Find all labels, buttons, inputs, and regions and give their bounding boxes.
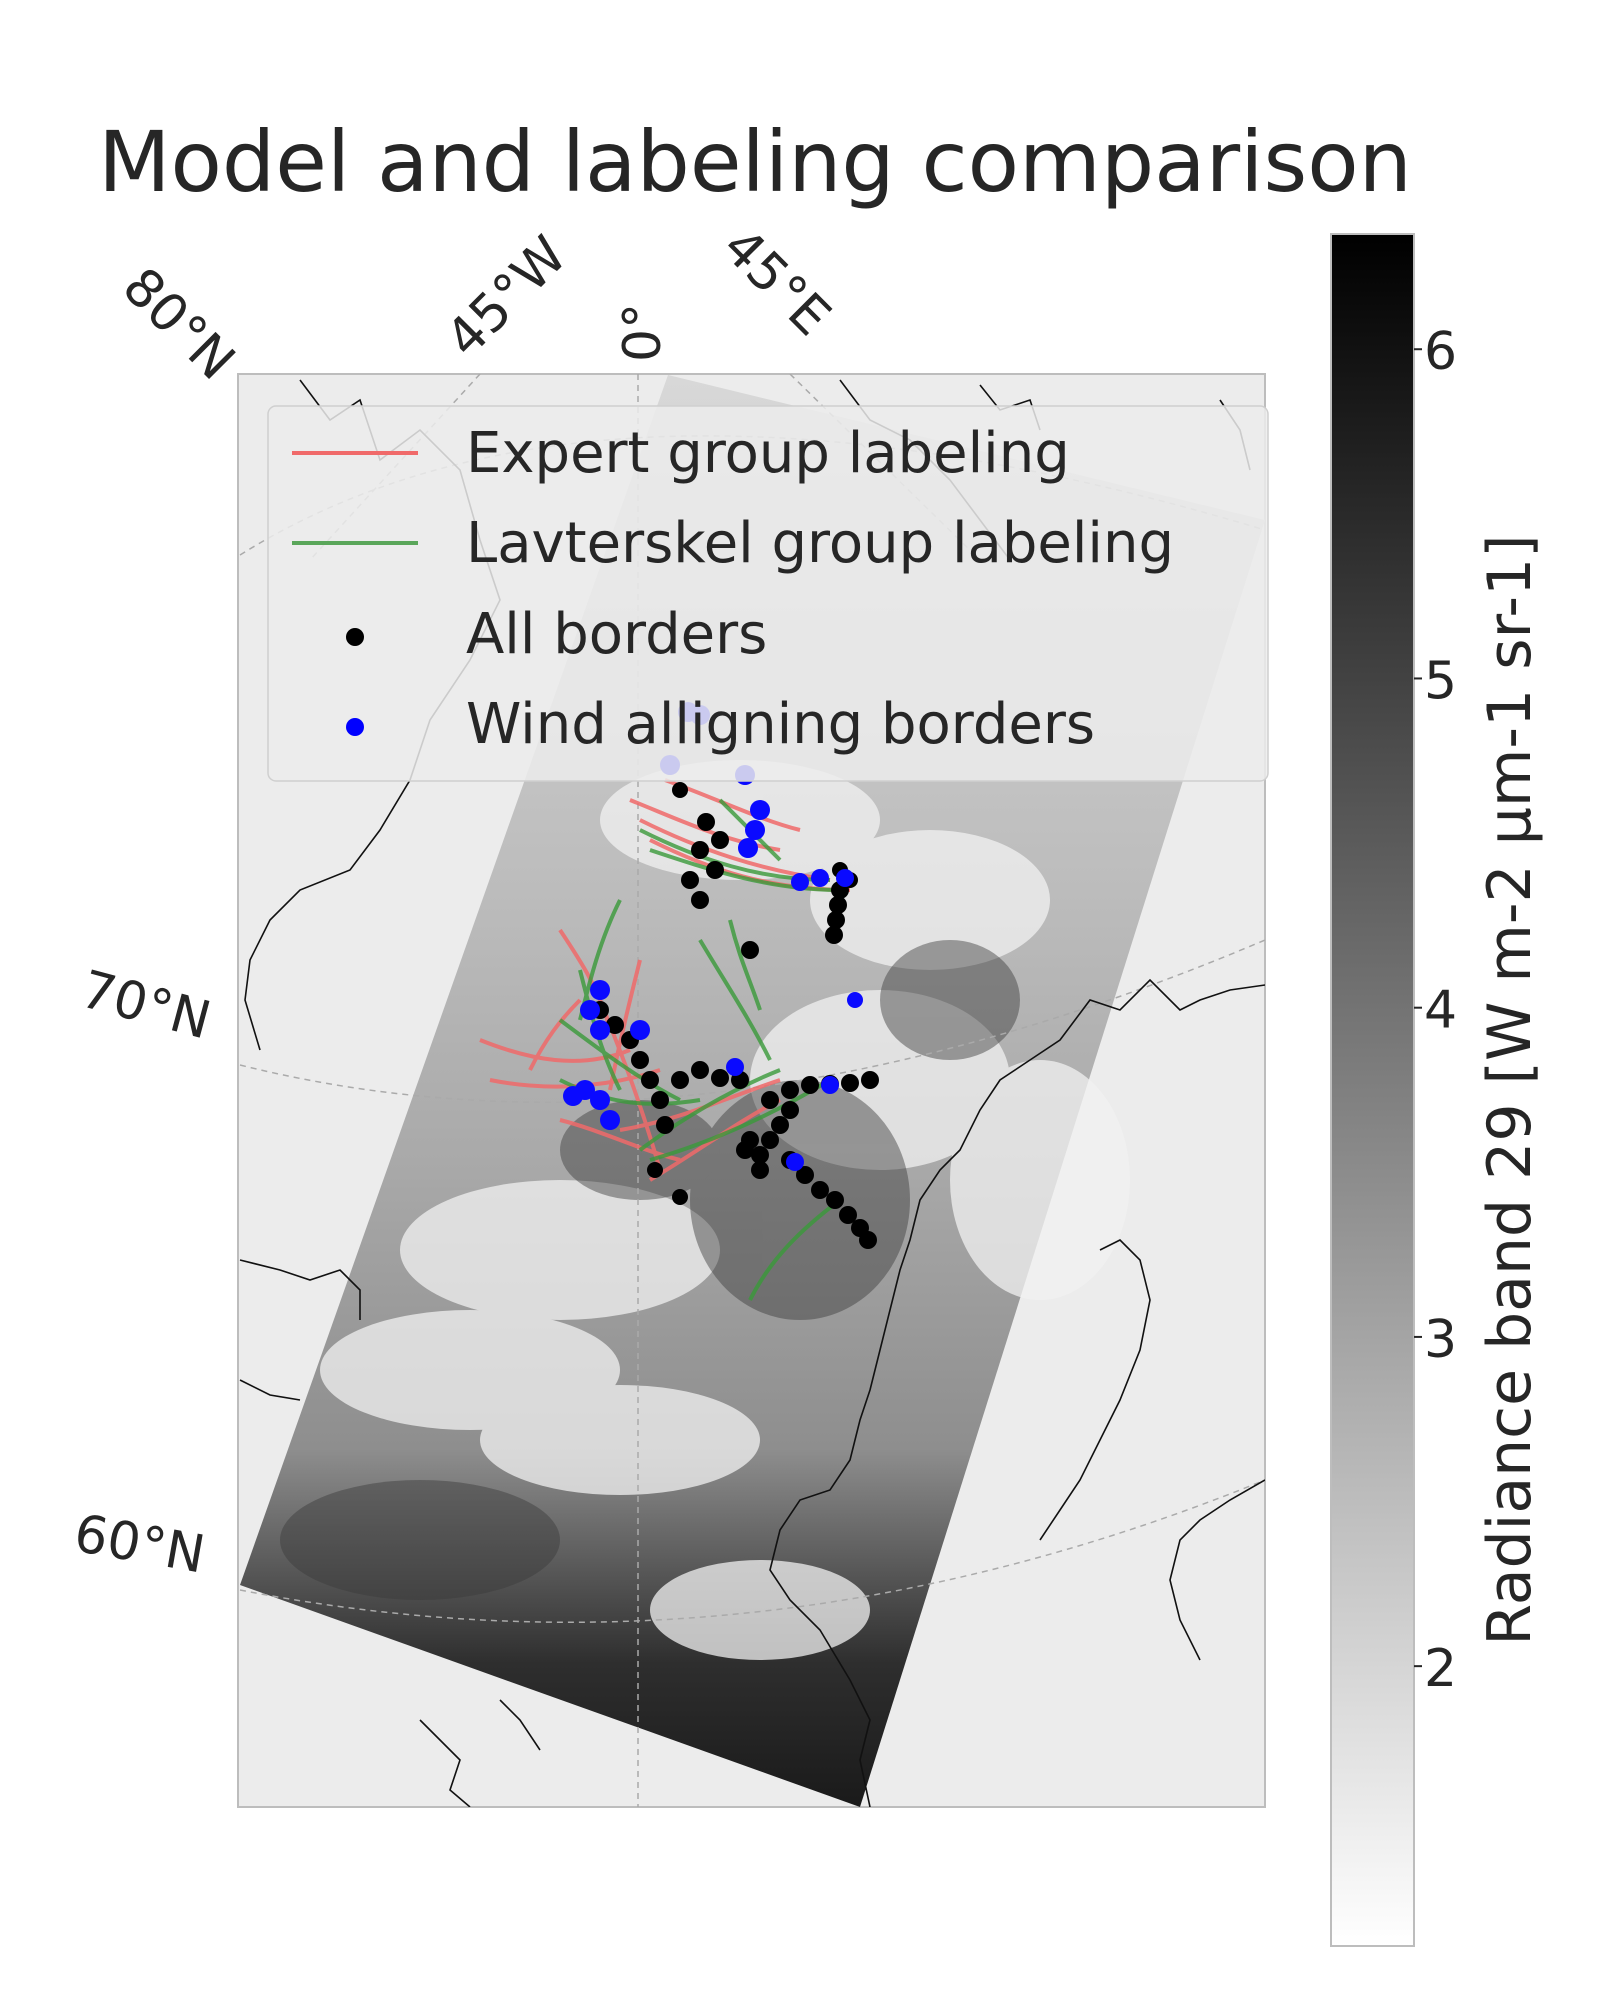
legend-swatch-all-borders	[346, 628, 364, 646]
legend-swatch-wind-borders	[346, 718, 364, 736]
colorbar-label: Radiance band 29 [W m-2 µm-1 sr-1]	[1475, 534, 1545, 1645]
legend: Expert group labeling Lavterskel group l…	[268, 406, 1268, 781]
lon-label-45e: 45°E	[711, 217, 842, 348]
colorbar-tick-label: 2	[1424, 1639, 1457, 1699]
colorbar: 2 3 4 5 6 Radiance band 29 [W m-2 µm-1 sr-1]	[1331, 234, 1545, 1946]
legend-label-all-borders: All borders	[466, 602, 767, 667]
lon-label-0: 0°	[613, 303, 673, 362]
colorbar-tick-label: 6	[1424, 322, 1457, 382]
colorbar-gradient	[1331, 234, 1414, 1946]
lat-label-80n: 80°N	[111, 257, 246, 392]
colorbar-ticks: 2 3 4 5 6	[1414, 322, 1457, 1699]
legend-label-lavterskel: Lavterskel group labeling	[466, 511, 1174, 576]
lat-label-60n: 60°N	[70, 1504, 210, 1586]
colorbar-tick-label: 3	[1424, 1310, 1457, 1370]
legend-label-expert: Expert group labeling	[466, 421, 1070, 486]
colorbar-tick-label: 5	[1424, 651, 1457, 711]
lon-label-45w: 45°W	[435, 225, 579, 369]
colorbar-tick-label: 4	[1424, 981, 1457, 1041]
legend-label-wind-borders: Wind alligning borders	[466, 692, 1095, 757]
lat-label-70n: 70°N	[75, 960, 217, 1052]
